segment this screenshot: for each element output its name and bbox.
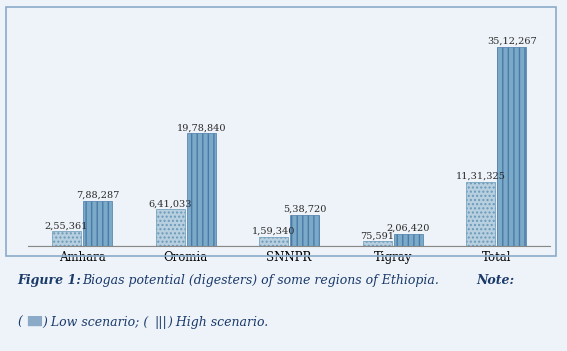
Text: 2,06,420: 2,06,420 <box>387 224 430 233</box>
Text: 6,41,033: 6,41,033 <box>149 199 192 208</box>
Text: Biogas potential (digesters) of some regions of Ethiopia.: Biogas potential (digesters) of some reg… <box>82 274 439 287</box>
Text: |||: ||| <box>154 316 167 329</box>
Bar <box>83 201 112 246</box>
Text: 2,55,361: 2,55,361 <box>45 221 88 230</box>
Text: 11,31,325: 11,31,325 <box>456 172 506 180</box>
Text: Figure 1:: Figure 1: <box>17 274 81 287</box>
Bar <box>52 231 81 246</box>
Text: 5,38,720: 5,38,720 <box>283 205 327 214</box>
Text: (: ( <box>17 316 22 329</box>
Bar <box>155 209 185 246</box>
Bar <box>466 181 495 246</box>
Text: Note:: Note: <box>476 274 514 287</box>
Text: ) Low scenario; (: ) Low scenario; ( <box>43 316 149 329</box>
Text: 7,88,287: 7,88,287 <box>76 191 119 200</box>
Text: ) High scenario.: ) High scenario. <box>167 316 269 329</box>
Bar <box>259 237 288 246</box>
Text: 19,78,840: 19,78,840 <box>176 124 226 132</box>
Bar <box>187 133 215 246</box>
Text: 75,591: 75,591 <box>360 231 394 240</box>
Bar <box>290 215 319 246</box>
Text: 35,12,267: 35,12,267 <box>487 37 536 46</box>
Bar <box>363 241 392 246</box>
Text: ██: ██ <box>27 316 42 326</box>
Text: 1,59,340: 1,59,340 <box>252 227 295 236</box>
Bar <box>393 234 423 246</box>
Bar <box>497 47 526 246</box>
